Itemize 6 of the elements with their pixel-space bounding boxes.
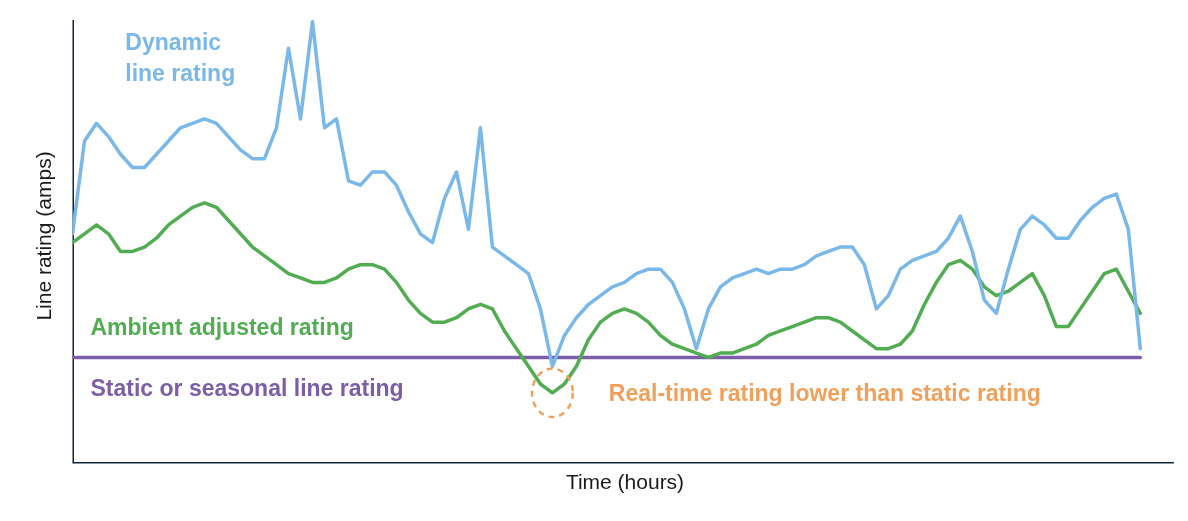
series-label: Ambient adjusted rating	[90, 313, 354, 340]
annotation: Real-time rating lower than static rating	[608, 379, 1041, 406]
x-axis-title: Time (hours)	[565, 469, 685, 493]
series-label: Static or seasonal line rating	[90, 375, 404, 402]
series-label: Dynamic line rating	[125, 28, 236, 86]
y-axis-title: Line rating (amps)	[31, 151, 55, 321]
